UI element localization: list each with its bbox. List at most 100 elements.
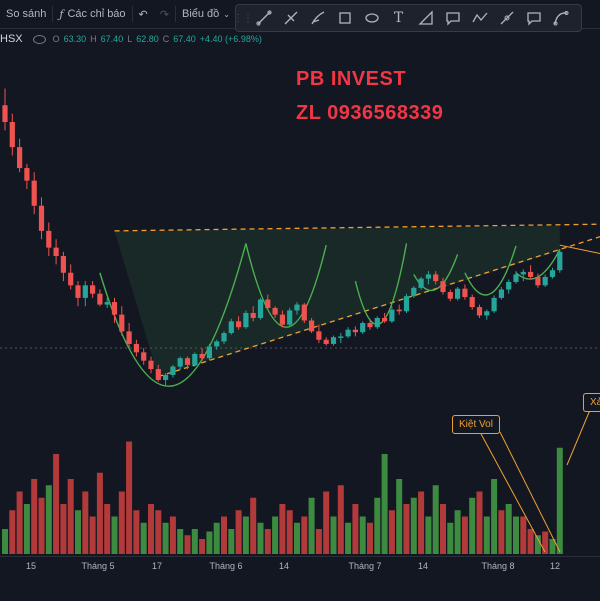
candle-body	[119, 315, 124, 332]
xa-callout[interactable]: Xả	[583, 393, 600, 412]
candle-body	[90, 285, 95, 293]
candle-body	[389, 310, 394, 322]
candle-body	[178, 358, 183, 366]
candle-body	[506, 282, 511, 290]
volume-bar	[258, 523, 264, 554]
volume-bar	[2, 529, 8, 554]
candle-body	[75, 285, 80, 298]
volume-bar	[148, 504, 154, 554]
volume-bar	[491, 479, 497, 554]
volume-bar	[243, 517, 249, 555]
volume-bar	[82, 492, 88, 555]
candle-body	[185, 358, 190, 365]
candle-body	[455, 289, 460, 299]
candle-body	[353, 330, 358, 333]
candle-body	[141, 352, 146, 360]
candle-body	[367, 323, 372, 327]
volume-bar	[133, 510, 139, 554]
candle-body	[419, 279, 424, 288]
candle-body	[251, 313, 256, 318]
candle-body	[134, 344, 139, 352]
candle-body	[382, 318, 387, 321]
volume-bar	[360, 517, 366, 555]
candle-body	[294, 305, 299, 311]
volume-bar	[112, 517, 118, 555]
volume-bar	[287, 510, 293, 554]
volume-bar	[506, 504, 512, 554]
candle-body	[448, 292, 453, 299]
candle-body	[309, 320, 314, 331]
candle-body	[68, 273, 73, 286]
candle-body	[426, 274, 431, 278]
candle-body	[170, 367, 175, 375]
candle-body	[528, 272, 533, 277]
candle-body	[397, 310, 402, 312]
volume-bar	[418, 492, 424, 555]
volume-bar	[24, 504, 30, 554]
candle-body	[24, 168, 29, 181]
kiet-vol-callout[interactable]: Kiệt Vol	[452, 415, 500, 434]
volume-bar	[440, 504, 446, 554]
candle-body	[243, 313, 248, 327]
volume-bar	[163, 523, 169, 554]
candle-body	[470, 297, 475, 307]
volume-bar	[433, 485, 439, 554]
volume-bar	[462, 517, 468, 555]
time-axis-label: Tháng 8	[481, 561, 514, 571]
volume-bar	[60, 504, 66, 554]
candle-body	[287, 310, 292, 324]
candle-body	[192, 354, 197, 365]
candle-body	[557, 252, 562, 270]
candle-body	[207, 346, 212, 358]
candle-body	[316, 331, 321, 339]
volume-bar	[221, 517, 227, 555]
time-axis-label: 12	[550, 561, 560, 571]
candle-body	[10, 122, 15, 147]
volume-bar	[199, 539, 205, 554]
time-axis-label: 17	[152, 561, 162, 571]
volume-bar	[9, 510, 15, 554]
candle-body	[375, 318, 380, 327]
candle-body	[462, 289, 467, 297]
candle-body	[83, 285, 88, 298]
candle-body	[265, 300, 270, 308]
candle-body	[404, 296, 409, 311]
volume-bar	[214, 523, 220, 554]
time-axis-label: 15	[26, 561, 36, 571]
candle-body	[61, 256, 66, 273]
volume-bar	[404, 504, 410, 554]
candle-body	[513, 274, 518, 282]
candle-body	[112, 302, 117, 315]
volume-bar	[170, 517, 176, 555]
candle-body	[148, 361, 153, 369]
time-axis-label: 14	[279, 561, 289, 571]
volume-bar	[396, 479, 402, 554]
volume-bar	[352, 504, 358, 554]
candle-body	[258, 300, 263, 318]
volume-bar	[411, 498, 417, 554]
volume-bar	[301, 517, 307, 555]
volume-bar	[31, 479, 37, 554]
volume-bar	[39, 498, 45, 554]
volume-bar	[338, 485, 344, 554]
candle-body	[54, 248, 59, 256]
volume-bar	[97, 473, 103, 554]
volume-bar	[155, 510, 161, 554]
volume-layer	[2, 442, 563, 555]
volume-bar	[367, 523, 373, 554]
candle-body	[324, 340, 329, 344]
pattern-overlays	[0, 224, 600, 386]
candle-body	[440, 281, 445, 292]
volume-bar	[323, 492, 329, 555]
candle-body	[32, 181, 37, 206]
volume-bar	[228, 529, 234, 554]
xa-leader	[567, 410, 590, 465]
breakout-line	[560, 245, 600, 253]
candle-body	[360, 323, 365, 332]
volume-bar	[513, 517, 519, 555]
candle-body	[338, 336, 343, 338]
volume-bar	[389, 510, 395, 554]
volume-bar	[90, 517, 96, 555]
candle-body	[433, 274, 438, 281]
volume-bar	[374, 498, 380, 554]
